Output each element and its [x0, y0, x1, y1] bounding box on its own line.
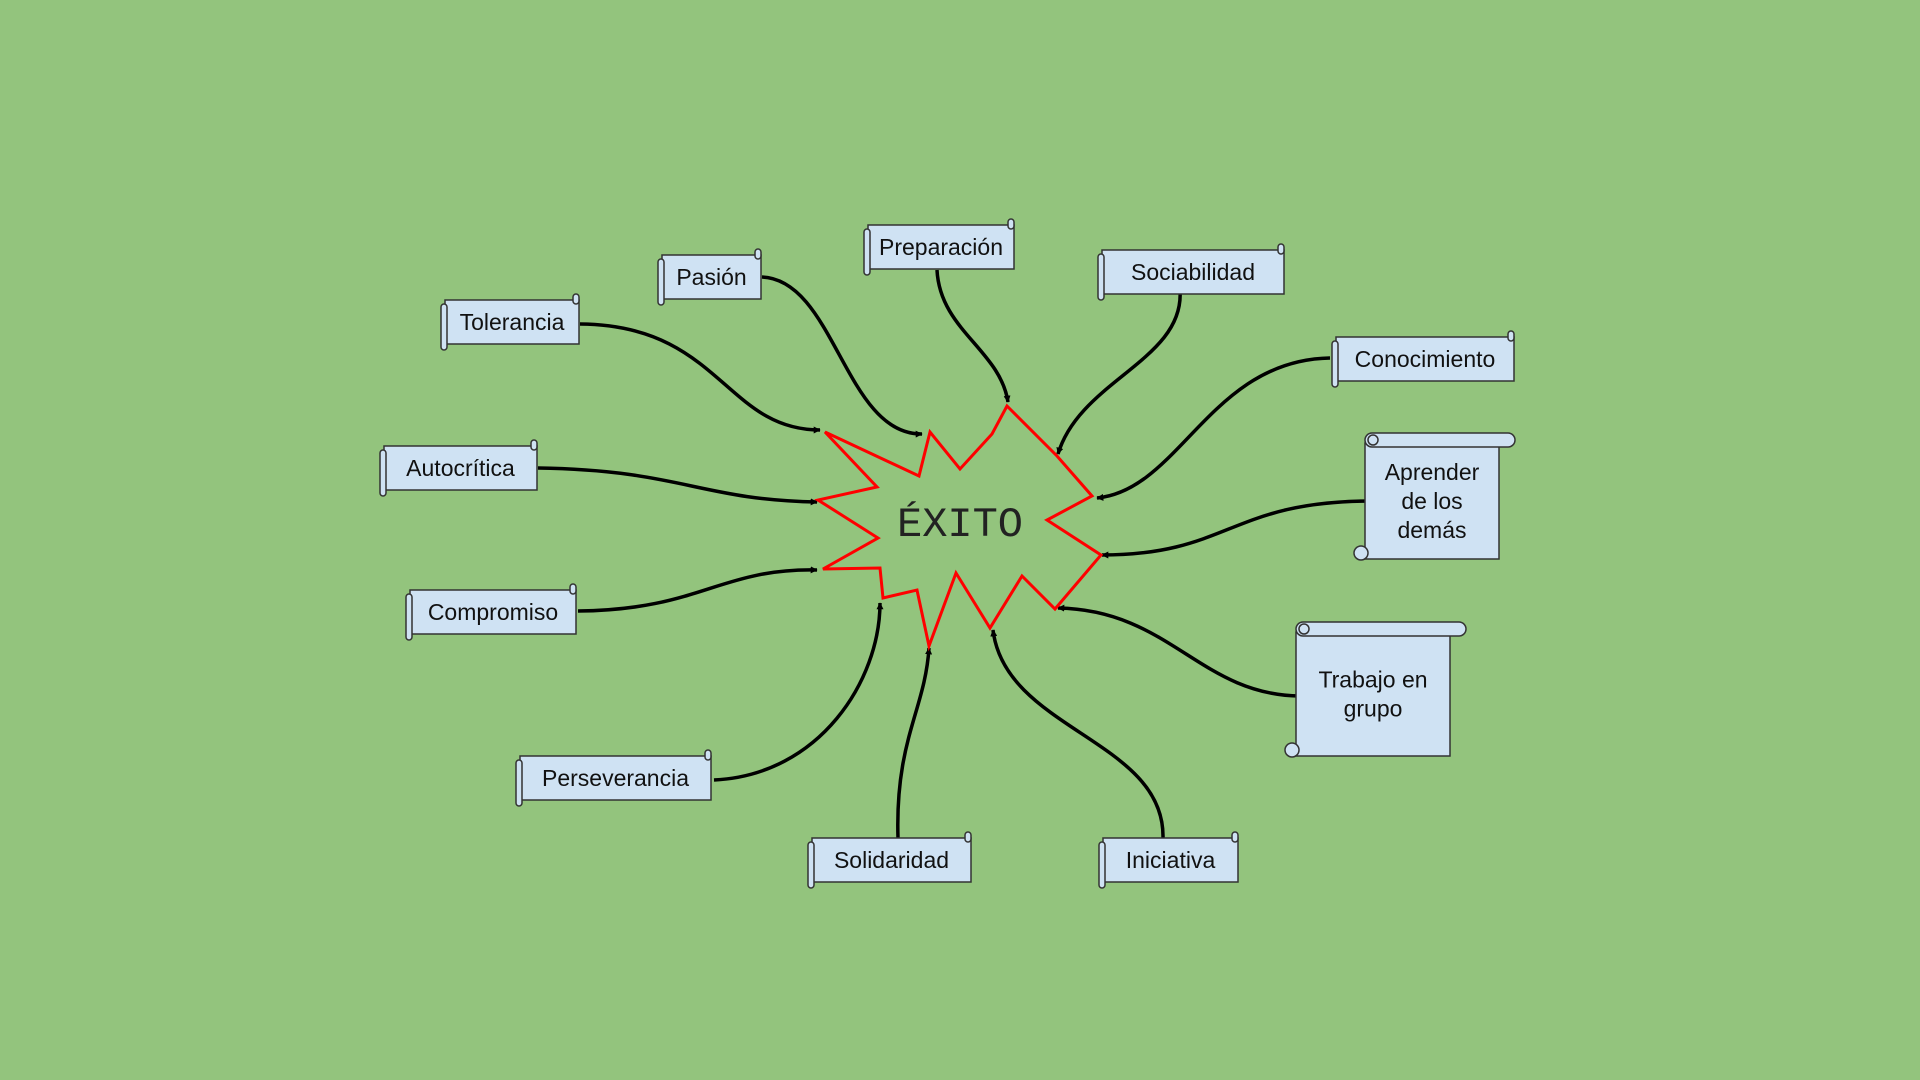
- scroll-right-curl: [1007, 218, 1015, 230]
- node-compromiso: Compromiso: [405, 583, 577, 641]
- scroll-body: [1102, 837, 1239, 883]
- scroll-left-curl: [1097, 253, 1105, 301]
- label-tolerancia: Tolerancia: [460, 309, 565, 335]
- scroll-right-curl: [704, 749, 712, 761]
- label-aprender-line-2: de los: [1401, 488, 1462, 514]
- label-trabajo-line-1: Trabajo en: [1318, 667, 1427, 693]
- label-autocritica: Autocrítica: [406, 455, 515, 481]
- arrow-trabajo-to-center: [1057, 604, 1301, 698]
- label-conocimiento: Conocimiento: [1355, 346, 1496, 372]
- arrow-autocritica-to-center: [537, 466, 818, 506]
- scroll-body: [409, 589, 577, 635]
- scroll-right-curl: [530, 439, 538, 451]
- scroll-right-curl: [1231, 831, 1239, 843]
- scroll-bottom-curl: [1353, 545, 1369, 561]
- scroll-top-curl: [1298, 623, 1310, 635]
- scroll-body: [444, 299, 580, 345]
- scroll-left-curl: [1098, 841, 1106, 889]
- label-sociabilidad: Sociabilidad: [1131, 259, 1255, 285]
- node-tolerancia: Tolerancia: [440, 293, 580, 351]
- scroll-left-curl: [1331, 340, 1339, 388]
- arrow-sociabilidad-to-center: [1056, 289, 1182, 455]
- scroll-left-curl: [440, 303, 448, 351]
- scroll-bottom-curl: [1284, 742, 1300, 758]
- scroll-right-curl: [569, 583, 577, 595]
- node-conocimiento: Conocimiento: [1331, 330, 1515, 388]
- explosion-star-shape: [814, 403, 1104, 652]
- label-preparacion: Preparación: [879, 234, 1003, 260]
- label-pasion: Pasión: [676, 264, 746, 290]
- node-trabajo: Trabajo en grupo: [1284, 621, 1467, 758]
- label-trabajo-line-2: grupo: [1344, 696, 1403, 722]
- arrow-perseverancia-to-center: [713, 602, 884, 782]
- arrow-iniciativa-to-center: [990, 629, 1165, 839]
- node-solidaridad: Solidaridad: [807, 831, 972, 889]
- scroll-left-curl: [379, 449, 387, 497]
- node-sociabilidad: Sociabilidad: [1097, 243, 1285, 301]
- label-aprender-line-1: Aprender: [1385, 459, 1480, 485]
- label-solidaridad: Solidaridad: [834, 847, 949, 873]
- label-iniciativa: Iniciativa: [1126, 847, 1216, 873]
- label-compromiso: Compromiso: [428, 599, 558, 625]
- scroll-body: [867, 224, 1015, 270]
- arrow-preparacion-to-center: [935, 269, 1011, 403]
- scroll-body: [383, 445, 538, 491]
- scroll-left-curl: [515, 759, 523, 807]
- label-perseverancia: Perseverancia: [542, 765, 689, 791]
- scroll-top-roll: [1364, 432, 1516, 448]
- scroll-left-curl: [863, 228, 871, 276]
- connector-layer: [537, 269, 1377, 839]
- node-iniciativa: Iniciativa: [1098, 831, 1239, 889]
- nodes-layer: Pasión Preparación Sociabilidad Tolerancia C…: [379, 218, 1516, 889]
- center-node: ÉXITO: [814, 403, 1104, 652]
- label-aprender-line-3: demás: [1397, 517, 1466, 543]
- node-pasion: Pasión: [657, 248, 762, 306]
- center-label: ÉXITO: [897, 500, 1023, 549]
- scroll-body: [1101, 249, 1285, 295]
- scroll-right-curl: [964, 831, 972, 843]
- scroll-body: [1295, 631, 1451, 757]
- node-autocritica: Autocrítica: [379, 439, 538, 497]
- arrow-compromiso-to-center: [577, 566, 818, 613]
- node-aprender: Aprender de los demás: [1353, 432, 1516, 561]
- scroll-right-curl: [1277, 243, 1285, 255]
- arrow-aprender-to-center: [1101, 499, 1377, 559]
- node-perseverancia: Perseverancia: [515, 749, 712, 807]
- scroll-body: [661, 254, 762, 300]
- scroll-top-curl: [1367, 434, 1379, 446]
- arrow-tolerancia-to-center: [579, 322, 821, 434]
- arrow-solidaridad-to-center: [896, 647, 933, 839]
- scroll-body: [1364, 442, 1500, 560]
- scroll-left-curl: [405, 593, 413, 641]
- scroll-left-curl: [657, 258, 665, 306]
- node-preparacion: Preparación: [863, 218, 1015, 276]
- scroll-top-roll: [1295, 621, 1467, 637]
- scroll-body: [811, 837, 972, 883]
- scroll-right-curl: [1507, 330, 1515, 342]
- scroll-right-curl: [754, 248, 762, 260]
- arrow-pasion-to-center: [761, 275, 923, 438]
- scroll-right-curl: [572, 293, 580, 305]
- scroll-left-curl: [807, 841, 815, 889]
- arrow-conocimiento-to-center: [1096, 356, 1331, 501]
